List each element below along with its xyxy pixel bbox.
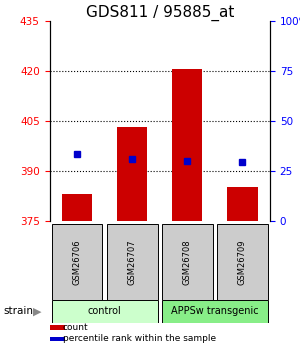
Text: strain: strain: [3, 306, 33, 316]
Bar: [217, 224, 268, 300]
Text: ▶: ▶: [33, 306, 42, 316]
Bar: [107, 224, 158, 300]
Text: GSM26708: GSM26708: [183, 239, 192, 285]
Title: GDS811 / 95885_at: GDS811 / 95885_at: [85, 4, 234, 21]
Text: percentile rank within the sample: percentile rank within the sample: [63, 334, 216, 343]
Text: GSM26709: GSM26709: [238, 239, 247, 285]
Bar: [52, 224, 102, 300]
Text: control: control: [88, 306, 122, 316]
Text: APPSw transgenic: APPSw transgenic: [171, 306, 259, 316]
Text: count: count: [63, 323, 88, 332]
Text: GSM26706: GSM26706: [73, 239, 82, 285]
Bar: [50, 325, 65, 329]
Bar: [227, 187, 258, 221]
Bar: [50, 337, 65, 341]
Bar: [117, 127, 147, 221]
Bar: [162, 224, 213, 300]
Bar: [52, 300, 158, 323]
Bar: [162, 300, 268, 323]
Bar: [172, 69, 202, 221]
Bar: [62, 194, 92, 221]
Text: GSM26707: GSM26707: [128, 239, 137, 285]
